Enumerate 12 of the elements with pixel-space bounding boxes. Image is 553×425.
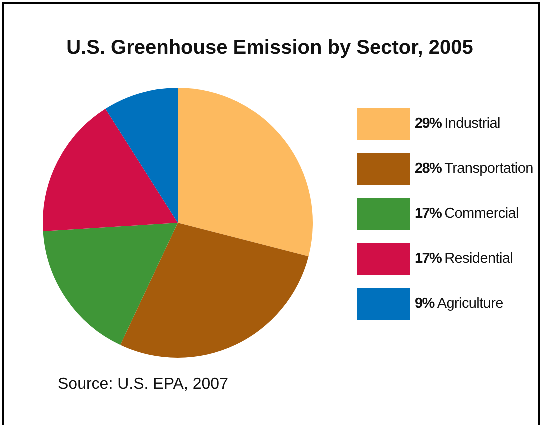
data-label: 9% (415, 296, 434, 312)
data-label: 29% (415, 116, 442, 132)
legend-label: Industrial (444, 116, 500, 132)
chart-title: U.S. Greenhouse Emission by Sector, 2005 (66, 37, 474, 60)
data-label: 17% (415, 206, 442, 222)
data-label: 28% (415, 161, 442, 177)
data-label: 17% (415, 251, 442, 267)
legend-label: Residential (444, 251, 514, 267)
legend-label: Transportation (444, 161, 534, 177)
legend-label: Commercial (444, 206, 519, 222)
source-note: Source: U.S. EPA, 2007 (58, 376, 228, 394)
legend-label: Agriculture (437, 296, 504, 312)
